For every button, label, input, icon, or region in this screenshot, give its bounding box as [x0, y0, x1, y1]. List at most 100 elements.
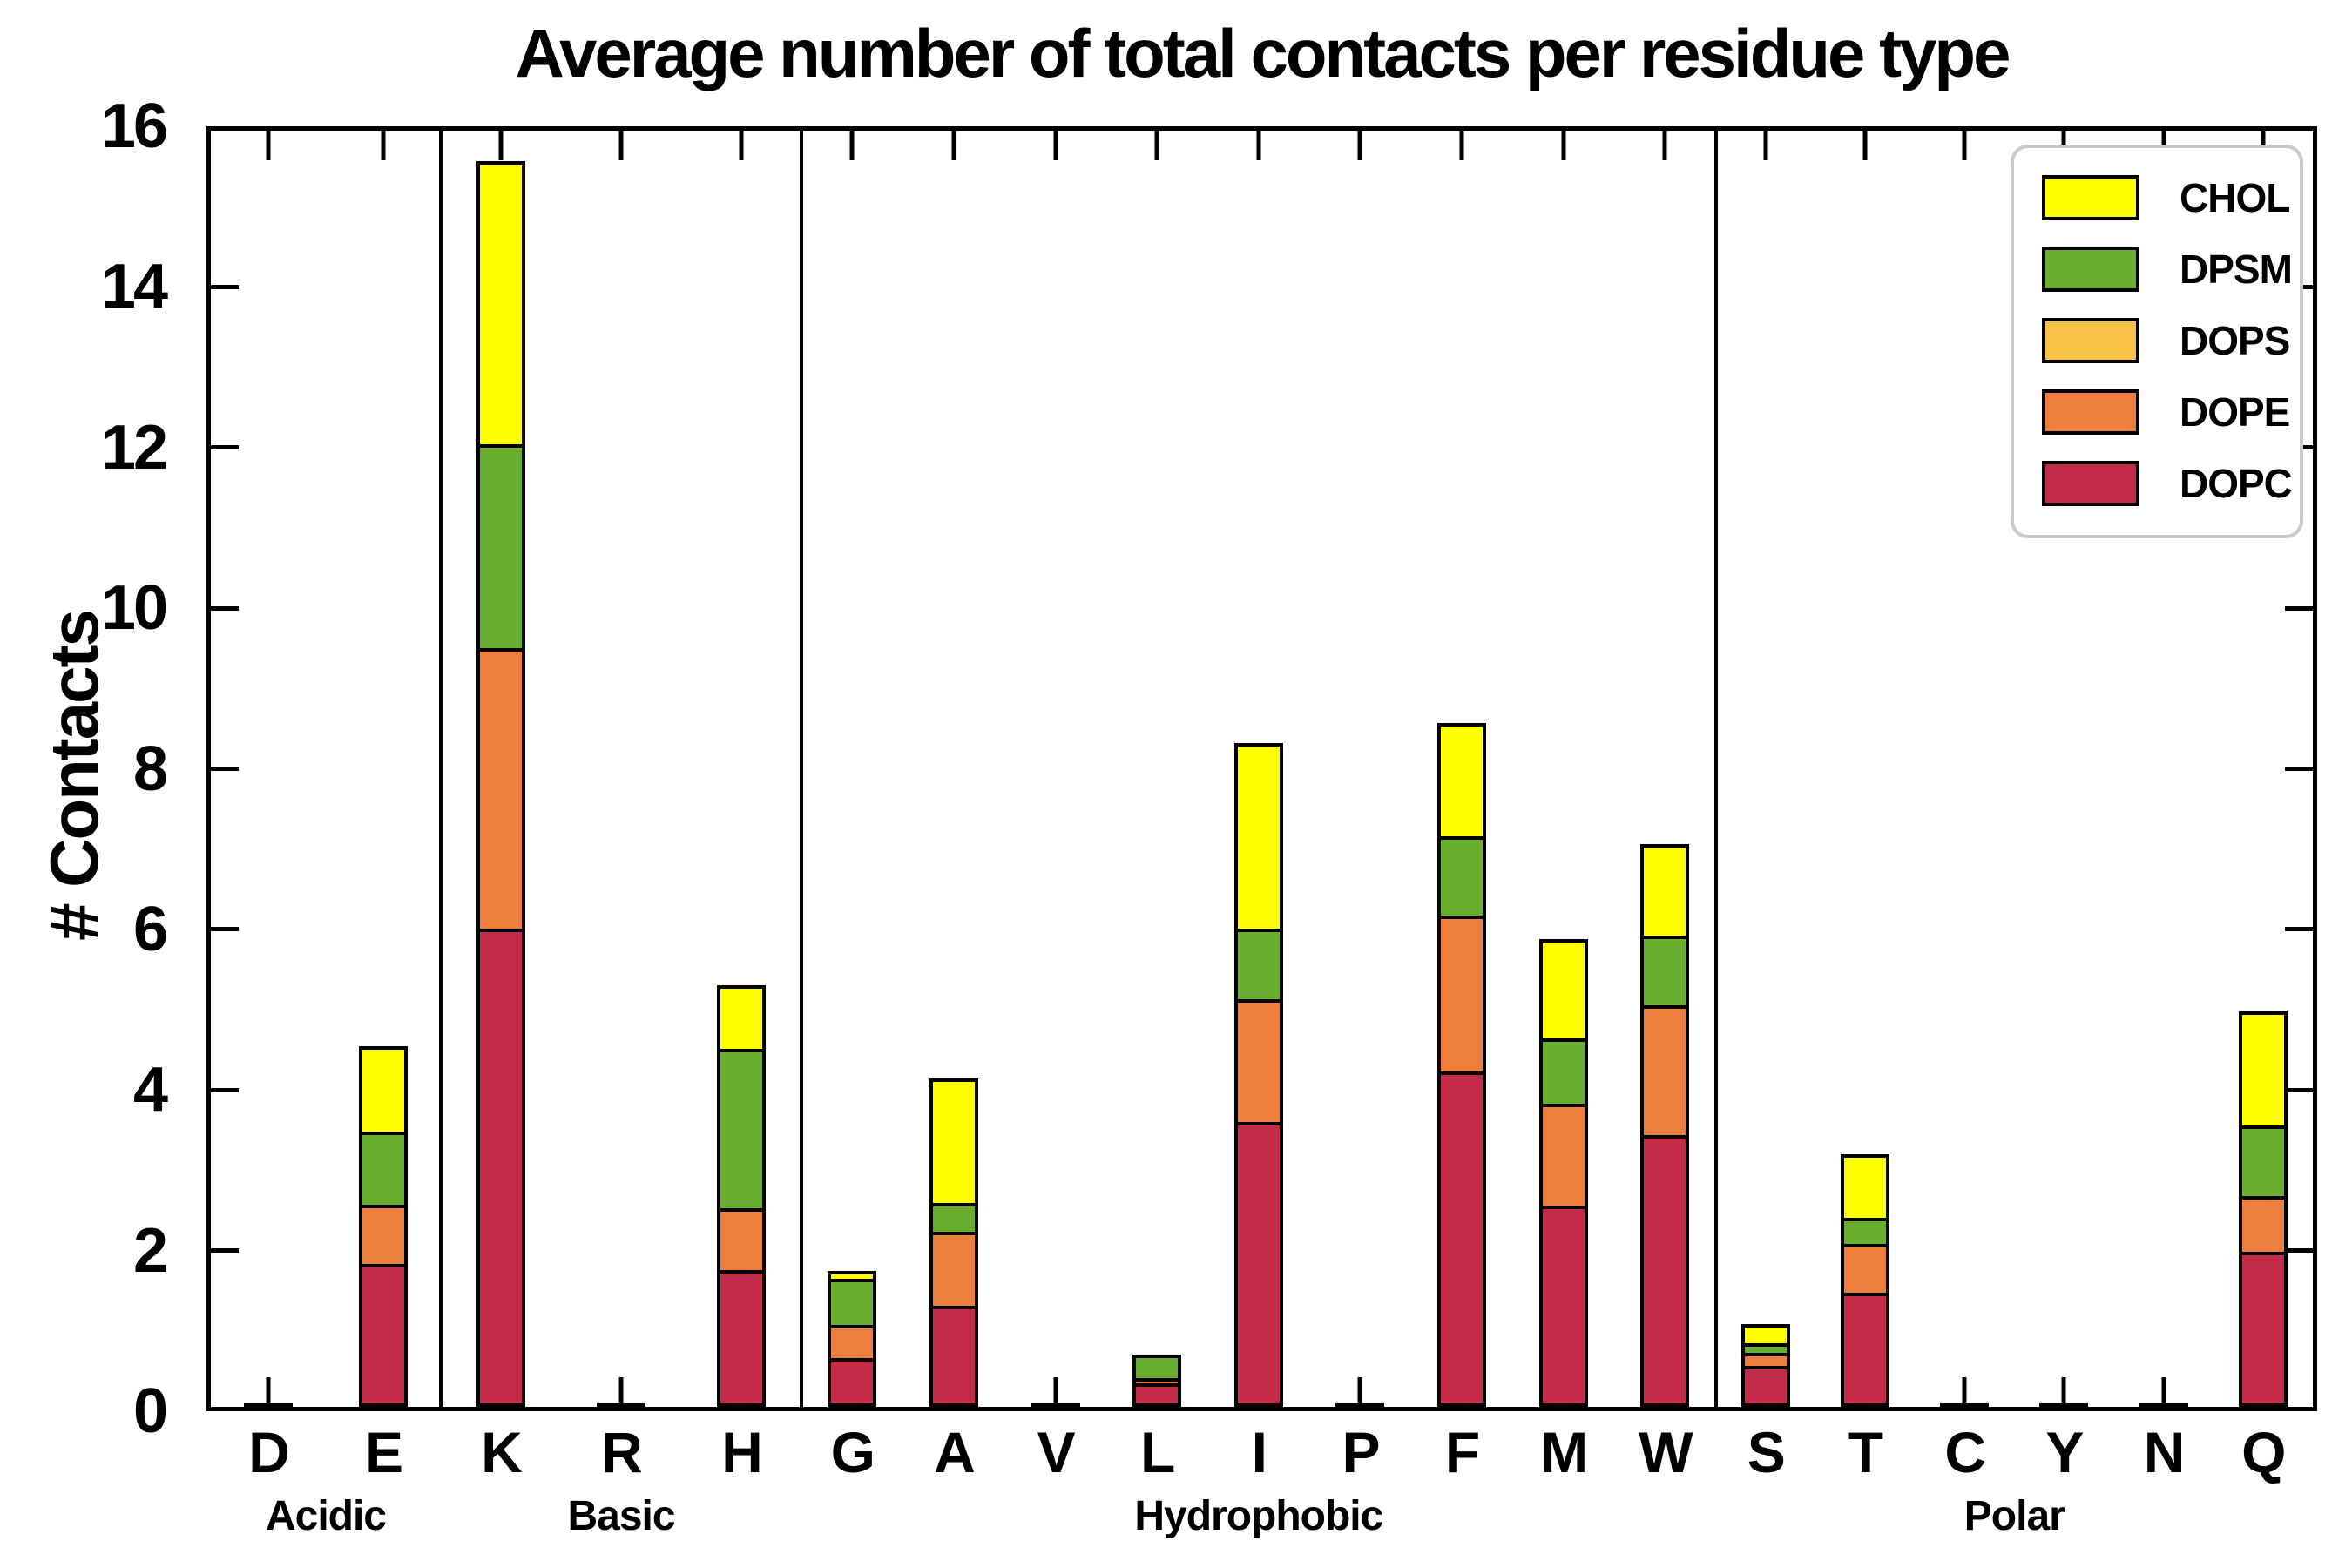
x-label-H: H — [721, 1420, 763, 1484]
group-separator-acidic — [438, 131, 443, 1407]
y-tick-label-12: 12 — [100, 412, 168, 483]
x-tick-bottom-N — [2161, 1377, 2166, 1407]
y-tick-label-14: 14 — [100, 252, 168, 322]
segment-T-dope — [1840, 1244, 1889, 1297]
segment-F-dpsm — [1437, 836, 1487, 920]
bar-V-near-zero — [1031, 1403, 1080, 1407]
x-label-G: G — [830, 1420, 875, 1484]
legend-swatch-dope — [2042, 389, 2139, 435]
bar-L — [1132, 1354, 1182, 1407]
legend-swatch-dopc — [2042, 461, 2139, 506]
group-label-hydrophobic: Hydrophobic — [1134, 1493, 1383, 1539]
segment-L-dopc — [1132, 1383, 1182, 1407]
x-tick-top-M — [1561, 131, 1566, 160]
y-tick-label-10: 10 — [100, 573, 168, 644]
x-label-Q: Q — [2241, 1420, 2286, 1484]
segment-T-dpsm — [1840, 1218, 1889, 1248]
y-tick-left-12 — [211, 445, 239, 450]
group-hydrophobic: G A V L I P F M W Hydrophobic — [801, 131, 1718, 1539]
legend-item-chol: CHOL — [2042, 174, 2300, 221]
legend-label-chol: CHOL — [2180, 175, 2290, 220]
x-tick-top-P — [1357, 131, 1362, 160]
x-tick-top-G — [849, 131, 855, 160]
bar-F — [1437, 722, 1487, 1407]
x-tick-top-D — [266, 131, 271, 160]
x-label-S: S — [1747, 1420, 1786, 1484]
x-label-C: C — [1944, 1420, 1986, 1484]
bar-C-near-zero — [1940, 1403, 1990, 1407]
segment-H-dpsm — [717, 1049, 766, 1212]
x-label-R: R — [601, 1420, 643, 1484]
y-tick-right-8 — [2285, 767, 2313, 771]
segment-S-dopc — [1740, 1365, 1790, 1407]
segment-F-dope — [1437, 916, 1487, 1075]
group-label-polar: Polar — [1963, 1493, 2065, 1539]
x-tick-bottom-V — [1053, 1377, 1058, 1407]
group-separator-hydrophobic — [1713, 131, 1718, 1407]
bar-N-near-zero — [2139, 1403, 2188, 1407]
segment-I-dpsm — [1233, 929, 1283, 1003]
segment-K-dope — [476, 648, 525, 933]
x-label-E: E — [364, 1420, 403, 1484]
slot-C: C — [1915, 131, 2014, 1484]
x-tick-bottom-R — [618, 1377, 624, 1407]
segment-K-dpsm — [476, 444, 525, 652]
y-tick-label-6: 6 — [132, 894, 168, 964]
x-tick-top-S — [1763, 131, 1768, 160]
y-tick-label-4: 4 — [132, 1055, 168, 1125]
segment-E-dopc — [358, 1263, 408, 1407]
x-label-N: N — [2143, 1420, 2186, 1484]
y-tick-left-10 — [211, 605, 239, 611]
segment-W-dpsm — [1640, 936, 1690, 1010]
segment-A-dopc — [929, 1305, 978, 1407]
x-tick-top-L — [1154, 131, 1159, 160]
legend-label-dops: DOPS — [2180, 318, 2290, 363]
slot-Q: Q — [2213, 131, 2313, 1484]
segment-I-chol — [1233, 742, 1283, 933]
segment-H-dopc — [717, 1270, 766, 1407]
y-axis-tick-labels: 0 2 4 6 8 10 12 14 16 — [0, 91, 185, 1446]
x-label-L: L — [1140, 1420, 1175, 1484]
x-tick-bottom-C — [1962, 1377, 1967, 1407]
bar-W — [1640, 843, 1690, 1407]
x-label-D: D — [248, 1420, 290, 1484]
slot-F: F — [1411, 131, 1513, 1484]
segment-T-dopc — [1840, 1293, 1889, 1407]
segment-H-dope — [717, 1207, 766, 1274]
y-tick-right-2 — [2285, 1248, 2313, 1254]
x-tick-bottom-Y — [2061, 1377, 2066, 1407]
bar-M — [1538, 939, 1588, 1407]
slot-A: A — [903, 131, 1005, 1484]
segment-M-dope — [1538, 1103, 1588, 1209]
x-tick-bottom-D — [266, 1377, 271, 1407]
bar-T — [1840, 1153, 1889, 1407]
legend-label-dope: DOPE — [2180, 389, 2290, 435]
slot-V: V — [1004, 131, 1106, 1484]
segment-L-dpsm — [1132, 1354, 1182, 1382]
legend-item-dopc: DOPC — [2042, 460, 2300, 507]
bar-Y-near-zero — [2039, 1403, 2089, 1407]
group-label-acidic: Acidic — [265, 1493, 387, 1539]
bar-groups: D E Acidic K R H Basic G A V L I P F M W Hydrophobic S T C Y… — [211, 131, 2313, 1539]
bar-P-near-zero — [1335, 1403, 1385, 1407]
slot-S: S — [1716, 131, 1815, 1484]
legend-item-dope: DOPE — [2042, 389, 2300, 436]
x-label-F: F — [1444, 1420, 1480, 1484]
segment-M-dpsm — [1538, 1038, 1588, 1107]
slot-R: R — [561, 131, 681, 1484]
y-tick-left-4 — [211, 1087, 239, 1092]
x-label-Y: Y — [2045, 1420, 2084, 1484]
y-tick-left-8 — [211, 767, 239, 771]
slot-G: G — [801, 131, 903, 1484]
segment-K-dopc — [476, 929, 525, 1407]
slot-W: W — [1614, 131, 1716, 1484]
segment-H-chol — [717, 985, 766, 1053]
y-tick-label-8: 8 — [132, 733, 168, 804]
bar-E — [358, 1046, 408, 1407]
y-tick-right-4 — [2285, 1087, 2313, 1092]
segment-W-chol — [1640, 843, 1690, 940]
x-tick-bottom-P — [1357, 1377, 1362, 1407]
segment-Q-dopc — [2238, 1252, 2288, 1407]
bar-D-near-zero — [243, 1403, 293, 1407]
